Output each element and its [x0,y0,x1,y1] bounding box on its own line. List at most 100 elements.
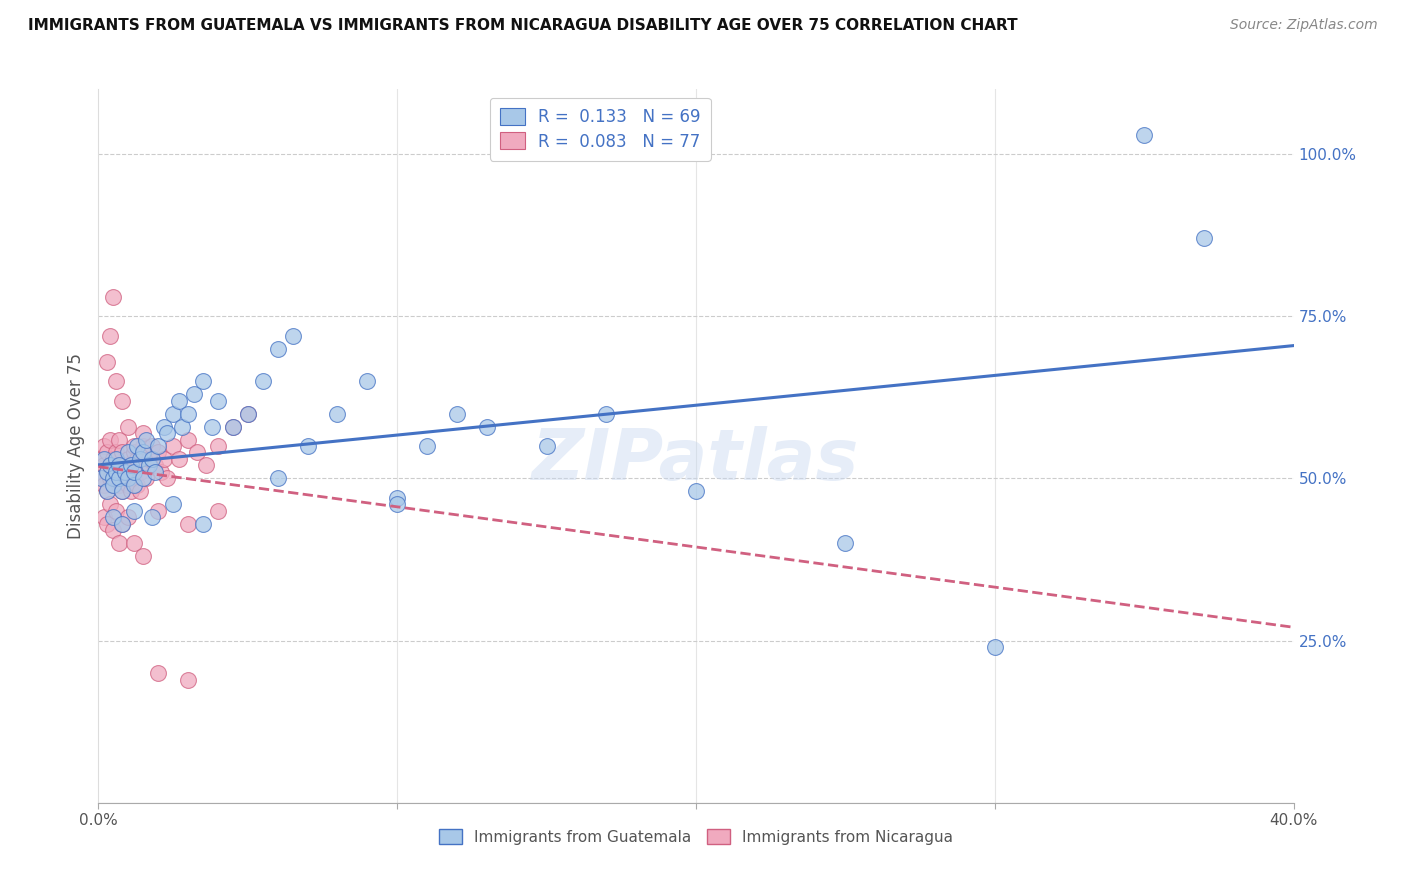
Point [90,471,112,485]
Point [120,458,142,473]
Point [167,452,190,467]
Point [105,504,128,518]
Point [117,419,139,434]
Point [685,484,707,499]
Point [167,393,190,408]
Point [138,458,160,473]
Point [103,465,125,479]
Point [267,342,290,356]
Point [177,407,200,421]
Point [177,433,200,447]
Point [117,465,139,479]
Point [132,471,155,485]
Point [103,452,125,467]
Point [984,640,1007,654]
Point [236,407,259,421]
Point [124,478,146,492]
Point [834,536,856,550]
Point [111,516,134,531]
Point [96,445,118,459]
Point [124,465,146,479]
Point [98,471,122,485]
Point [117,452,139,467]
Point [111,484,134,499]
Point [105,465,128,479]
Point [124,504,146,518]
Point [98,458,122,473]
Point [108,458,131,473]
Point [96,354,118,368]
Point [191,516,214,531]
Point [148,439,170,453]
Point [108,536,131,550]
Point [162,407,184,421]
Point [153,452,176,467]
Point [177,516,200,531]
Point [127,439,149,453]
Point [191,374,214,388]
Point [93,510,115,524]
Point [127,478,149,492]
Point [153,419,176,434]
Point [103,510,125,524]
Point [162,439,184,453]
Point [114,471,136,485]
Point [117,478,139,492]
Point [186,445,208,459]
Point [98,497,122,511]
Point [148,445,170,459]
Point [132,458,155,473]
Point [141,452,163,467]
Point [222,419,245,434]
Point [103,290,125,304]
Point [90,471,112,485]
Point [103,471,125,485]
Y-axis label: Disability Age Over 75: Disability Age Over 75 [66,353,84,539]
Point [326,407,349,421]
Point [124,471,146,485]
Point [124,445,146,459]
Point [96,484,118,499]
Point [143,458,166,473]
Point [536,439,558,453]
Point [111,445,134,459]
Point [177,673,200,687]
Point [1192,231,1215,245]
Point [135,471,157,485]
Text: IMMIGRANTS FROM GUATEMALA VS IMMIGRANTS FROM NICARAGUA DISABILITY AGE OVER 75 CO: IMMIGRANTS FROM GUATEMALA VS IMMIGRANTS … [28,18,1018,33]
Point [252,374,274,388]
Point [124,439,146,453]
Point [132,439,155,453]
Point [207,439,229,453]
Point [96,465,118,479]
Point [129,465,152,479]
Point [105,445,128,459]
Point [132,425,155,440]
Text: Source: ZipAtlas.com: Source: ZipAtlas.com [1230,18,1378,32]
Point [124,536,146,550]
Point [111,484,134,499]
Point [111,471,134,485]
Point [267,471,290,485]
Point [148,666,170,681]
Point [103,478,125,492]
Point [120,484,142,499]
Point [105,471,128,485]
Point [90,452,112,467]
Point [138,452,160,467]
Point [172,419,194,434]
Point [236,407,259,421]
Point [132,445,155,459]
Point [96,465,118,479]
Point [1133,128,1156,142]
Point [127,452,149,467]
Point [281,328,304,343]
Point [356,374,378,388]
Point [201,419,224,434]
Point [103,524,125,538]
Point [141,510,163,524]
Point [222,419,245,434]
Point [143,465,166,479]
Point [105,374,128,388]
Point [96,484,118,499]
